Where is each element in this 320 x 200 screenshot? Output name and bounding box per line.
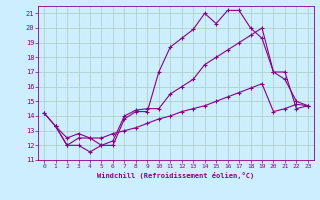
X-axis label: Windchill (Refroidissement éolien,°C): Windchill (Refroidissement éolien,°C) bbox=[97, 172, 255, 179]
